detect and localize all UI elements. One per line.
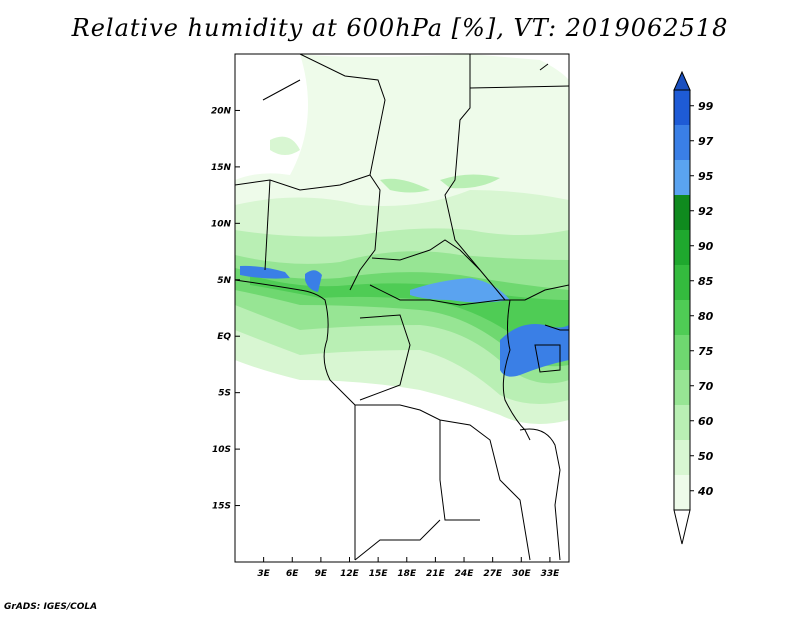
colorbar-swatch [674,475,690,510]
colorbar-bottom-arrow [673,509,691,545]
colorbar-swatch [674,265,690,300]
lat-tick-label: 20N [211,106,232,116]
lon-tick-label: 12E [340,569,360,579]
lon-tick-label: 24E [455,569,475,579]
latitude-axis: 20N 15N 10N 5N EQ 5S 10S 15S [211,106,240,512]
colorbar-level-label: 60 [698,415,714,428]
lon-tick-label: 3E [257,569,270,579]
lon-tick-label: 9E [315,569,328,579]
colorbar-swatch [674,230,690,265]
colorbar-level-label: 99 [698,100,714,113]
colorbar-swatch [674,195,690,230]
humidity-field [235,54,569,424]
colorbar-level-label: 40 [697,485,714,498]
colorbar-swatch [674,125,690,160]
colorbar-level-label: 50 [698,450,714,463]
lat-tick-label: 10S [212,445,231,455]
lon-tick-label: 15E [369,569,389,579]
colorbar-top-arrow [673,70,691,91]
plot-frame [234,53,570,563]
lon-tick-label: 33E [541,569,561,579]
lon-tick-label: 21E [426,569,446,579]
colorbar-level-label: 80 [698,310,714,323]
lon-tick-label: 6E [286,569,299,579]
colorbar-level-label: 92 [698,205,714,218]
grads-credit: GrADS: IGES/COLA [4,602,98,612]
map-title: Relative humidity at 600hPa [%], VT: 201… [71,14,729,42]
colorbar-level-label: 85 [698,275,714,288]
colorbar-level-label: 75 [698,345,714,358]
colorbar-level-label: 90 [698,240,714,253]
longitude-axis: 3E 6E 9E 12E 15E 18E 21E 24E 27E 30E 33E [257,557,560,579]
country-borders [235,54,569,561]
lat-tick-label: 10N [211,219,232,229]
lon-tick-label: 27E [483,569,503,579]
colorbar-swatch [674,160,690,195]
colorbar-swatch [674,300,690,335]
lon-tick-label: 30E [512,569,532,579]
colorbar-swatch [674,440,690,475]
colorbar-level-label: 97 [698,135,714,148]
lat-tick-label: 5N [217,276,231,286]
lon-tick-label: 18E [397,569,417,579]
colorbar-level-label: 70 [698,380,714,393]
colorbar-swatch [674,90,690,125]
lat-tick-label: EQ [217,332,231,342]
lat-tick-label: 15N [211,163,232,173]
colorbar-level-label: 95 [698,170,714,183]
colorbar-swatch [674,370,690,405]
lat-tick-label: 5S [218,389,231,399]
colorbar: 99 97 95 92 90 85 80 75 70 60 50 40 [673,70,714,545]
colorbar-swatch [674,335,690,370]
colorbar-swatch [674,405,690,440]
lat-tick-label: 15S [212,502,231,512]
